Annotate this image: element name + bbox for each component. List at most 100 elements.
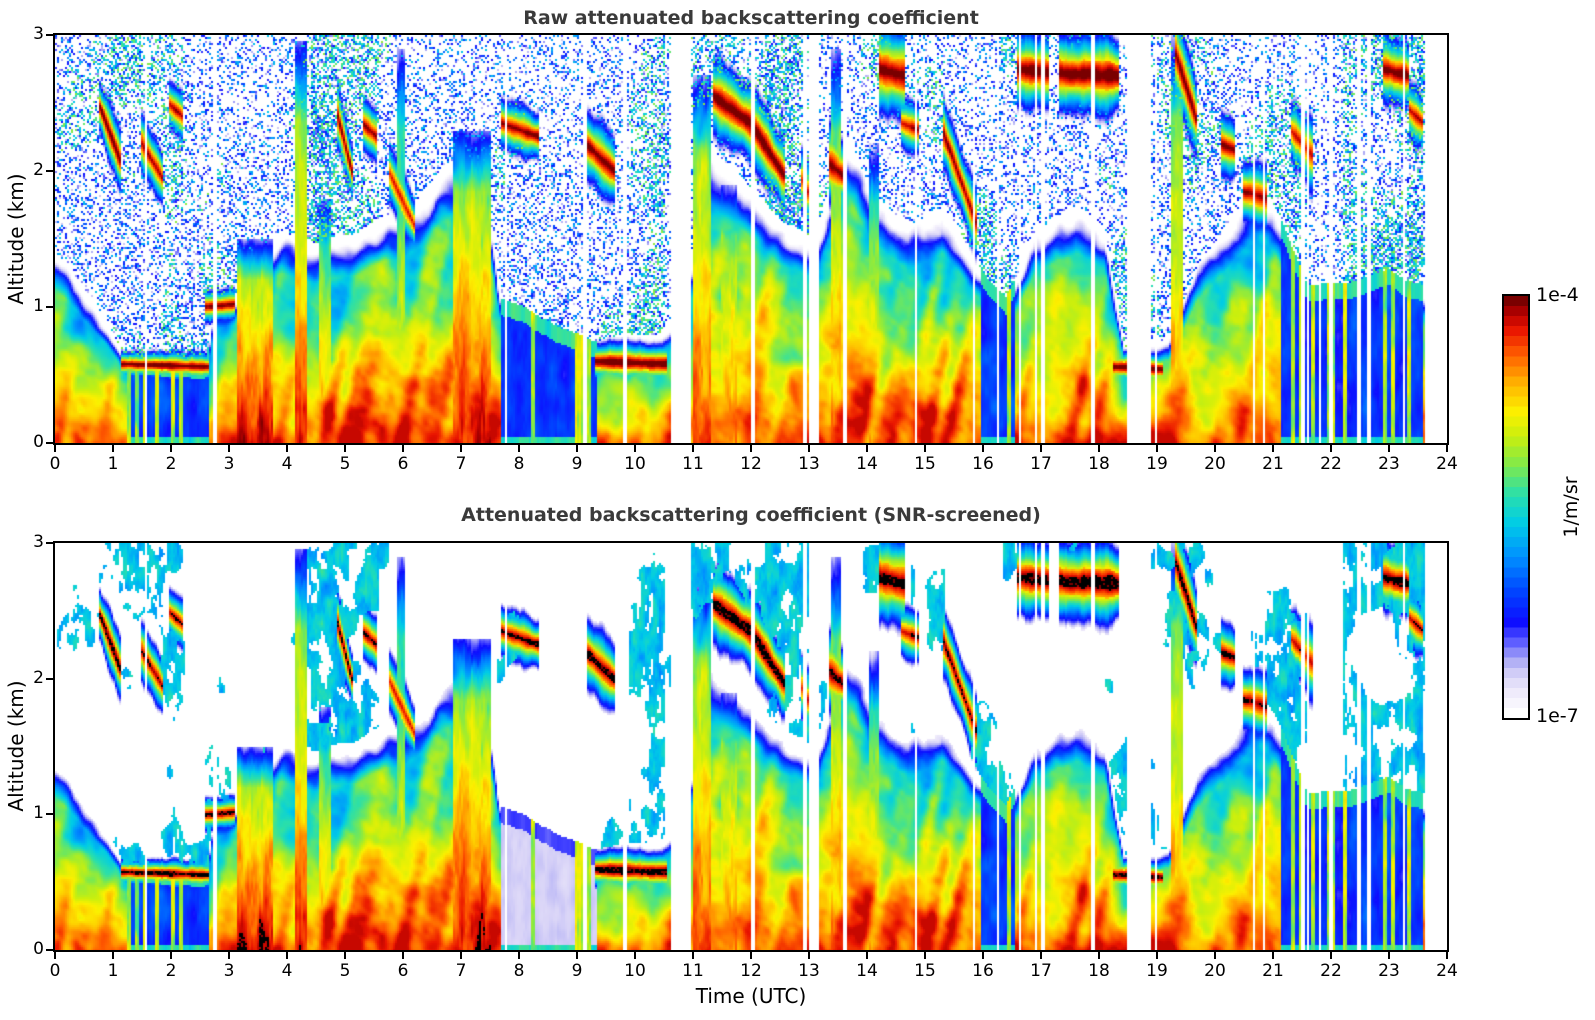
panel-title-raw: Raw attenuated backscattering coefficien… [523, 7, 979, 29]
x-tick [344, 952, 346, 959]
x-tick-label: 16 [972, 961, 994, 981]
x-tick [460, 952, 462, 959]
y-tick-label: 2 [33, 160, 44, 180]
x-tick-label: 19 [1146, 454, 1168, 474]
x-tick-label: 3 [223, 961, 235, 981]
screened-heatmap [55, 543, 1447, 950]
x-tick [1098, 445, 1100, 452]
x-tick [750, 445, 752, 452]
x-tick-label: 0 [49, 454, 61, 474]
y-tick [46, 949, 53, 951]
x-tick [866, 952, 868, 959]
x-tick-label: 15 [914, 454, 936, 474]
colorbar-gradient [1504, 296, 1528, 718]
x-tick-label: 13 [798, 454, 820, 474]
x-tick [54, 445, 56, 452]
x-tick [460, 445, 462, 452]
x-tick [518, 952, 520, 959]
x-tick-label: 7 [455, 961, 467, 981]
x-tick-label: 1 [107, 454, 119, 474]
x-tick [1040, 445, 1042, 452]
x-tick-label: 16 [972, 454, 994, 474]
x-tick-label: 14 [856, 961, 878, 981]
x-tick-label: 22 [1320, 961, 1342, 981]
x-tick [344, 445, 346, 452]
x-tick-label: 23 [1378, 961, 1400, 981]
y-tick-label: 1 [33, 803, 44, 824]
x-tick-label: 17 [1030, 961, 1052, 981]
x-tick [1446, 445, 1448, 452]
y-tick [46, 34, 53, 36]
x-tick [1272, 952, 1274, 959]
x-tick-label: 11 [682, 454, 704, 474]
x-tick-label: 8 [513, 454, 525, 474]
x-tick-label: 5 [339, 454, 351, 474]
y-tick [46, 442, 53, 444]
x-tick [1214, 952, 1216, 959]
x-tick [1446, 952, 1448, 959]
y-axis-label-raw: Altitude (km) [4, 173, 28, 305]
x-tick-label: 12 [740, 454, 762, 474]
y-tick [46, 813, 53, 816]
colorbar [1502, 294, 1530, 720]
x-tick-label: 24 [1436, 961, 1458, 981]
x-tick-label: 15 [914, 961, 936, 981]
x-tick-label: 13 [798, 961, 820, 981]
y-tick-label: 2 [33, 667, 44, 688]
x-tick [286, 445, 288, 452]
x-tick [1040, 952, 1042, 959]
x-tick-label: 10 [624, 961, 646, 981]
x-tick-label: 24 [1436, 454, 1458, 474]
y-tick [46, 306, 53, 308]
x-tick [1214, 445, 1216, 452]
x-tick-label: 6 [397, 961, 409, 981]
x-tick-label: 8 [513, 961, 525, 981]
x-tick [982, 445, 984, 452]
x-tick [1388, 952, 1390, 959]
x-tick [866, 445, 868, 452]
x-tick [634, 952, 636, 959]
x-tick-label: 18 [1088, 454, 1110, 474]
y-tick-label: 0 [33, 432, 44, 452]
colorbar-max-label: 1e-4 [1536, 284, 1579, 306]
colorbar-min-label: 1e-7 [1536, 705, 1579, 727]
x-tick [982, 952, 984, 959]
x-tick [808, 952, 810, 959]
x-tick [518, 445, 520, 452]
x-tick [634, 445, 636, 452]
y-tick-label: 0 [33, 939, 44, 959]
x-tick [402, 952, 404, 959]
x-tick-label: 6 [397, 454, 409, 474]
x-tick [228, 952, 230, 959]
x-tick-label: 1 [107, 961, 119, 981]
x-tick [1272, 445, 1274, 452]
x-tick-label: 11 [682, 961, 704, 981]
x-tick-label: 21 [1262, 454, 1284, 474]
x-tick-label: 5 [339, 961, 351, 981]
x-tick [286, 952, 288, 959]
x-tick-label: 9 [571, 454, 583, 474]
y-axis-label-screened: Altitude (km) [4, 680, 28, 812]
x-tick [112, 445, 114, 452]
x-tick-label: 19 [1146, 961, 1168, 981]
x-tick-label: 2 [165, 454, 177, 474]
y-tick-label: 3 [33, 24, 44, 44]
panel-title-screened: Attenuated backscattering coefficient (S… [461, 504, 1041, 526]
x-tick-label: 20 [1204, 454, 1226, 474]
y-tick [46, 542, 53, 544]
x-tick-label: 18 [1088, 961, 1110, 981]
x-axis-label: Time (UTC) [695, 984, 807, 1008]
x-tick [170, 952, 172, 959]
x-tick [692, 445, 694, 452]
x-tick-label: 23 [1378, 454, 1400, 474]
y-tick-label: 1 [33, 296, 44, 316]
x-tick [750, 952, 752, 959]
x-tick [1156, 952, 1158, 959]
x-tick-label: 17 [1030, 454, 1052, 474]
x-tick-label: 3 [223, 454, 235, 474]
x-tick [170, 445, 172, 452]
x-tick-label: 10 [624, 454, 646, 474]
x-tick-label: 20 [1204, 961, 1226, 981]
y-tick [46, 677, 53, 680]
x-tick [692, 952, 694, 959]
